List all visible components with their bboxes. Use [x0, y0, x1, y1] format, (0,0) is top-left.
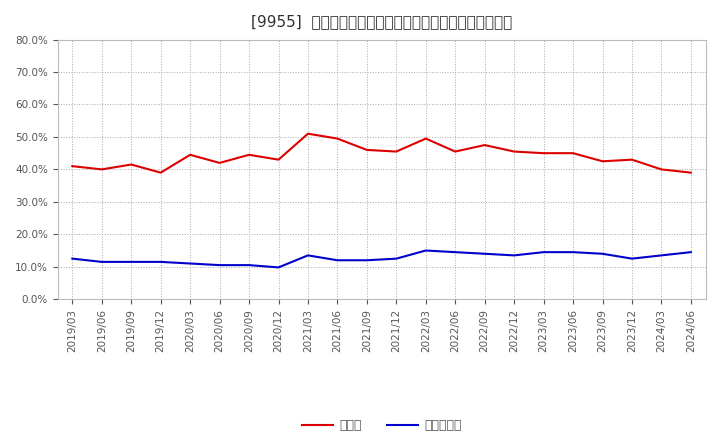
有利子負債: [68, 256, 76, 261]
現預金: [97, 167, 106, 172]
有利子負債: [539, 249, 548, 255]
現預金: [392, 149, 400, 154]
現預金: [363, 147, 372, 153]
有利子負債: [510, 253, 518, 258]
有利子負債: [97, 259, 106, 264]
Legend: 現預金, 有利子負債: 現預金, 有利子負債: [297, 414, 467, 437]
Title: [9955]  現預金、有利子負債の総資産に対する比率の推移: [9955] 現預金、有利子負債の総資産に対する比率の推移: [251, 14, 512, 29]
有利子負債: [127, 259, 135, 264]
有利子負債: [480, 251, 489, 257]
有利子負債: [333, 258, 342, 263]
現預金: [569, 150, 577, 156]
有利子負債: [451, 249, 459, 255]
現預金: [657, 167, 666, 172]
Line: 現預金: 現預金: [72, 134, 691, 172]
現預金: [215, 160, 224, 165]
現預金: [274, 157, 283, 162]
有利子負債: [569, 249, 577, 255]
現預金: [510, 149, 518, 154]
現預金: [687, 170, 696, 175]
現預金: [451, 149, 459, 154]
有利子負債: [363, 258, 372, 263]
現預金: [156, 170, 165, 175]
有利子負債: [598, 251, 607, 257]
現預金: [539, 150, 548, 156]
現預金: [245, 152, 253, 158]
有利子負債: [274, 265, 283, 270]
現預金: [598, 159, 607, 164]
有利子負債: [304, 253, 312, 258]
現預金: [68, 164, 76, 169]
現預金: [127, 162, 135, 167]
現預金: [186, 152, 194, 158]
有利子負債: [156, 259, 165, 264]
有利子負債: [628, 256, 636, 261]
有利子負債: [186, 261, 194, 266]
有利子負債: [687, 249, 696, 255]
有利子負債: [657, 253, 666, 258]
Line: 有利子負債: 有利子負債: [72, 250, 691, 268]
現預金: [421, 136, 430, 141]
現預金: [333, 136, 342, 141]
現預金: [304, 131, 312, 136]
有利子負債: [215, 263, 224, 268]
現預金: [480, 143, 489, 148]
現預金: [628, 157, 636, 162]
有利子負債: [421, 248, 430, 253]
有利子負債: [392, 256, 400, 261]
有利子負債: [245, 263, 253, 268]
